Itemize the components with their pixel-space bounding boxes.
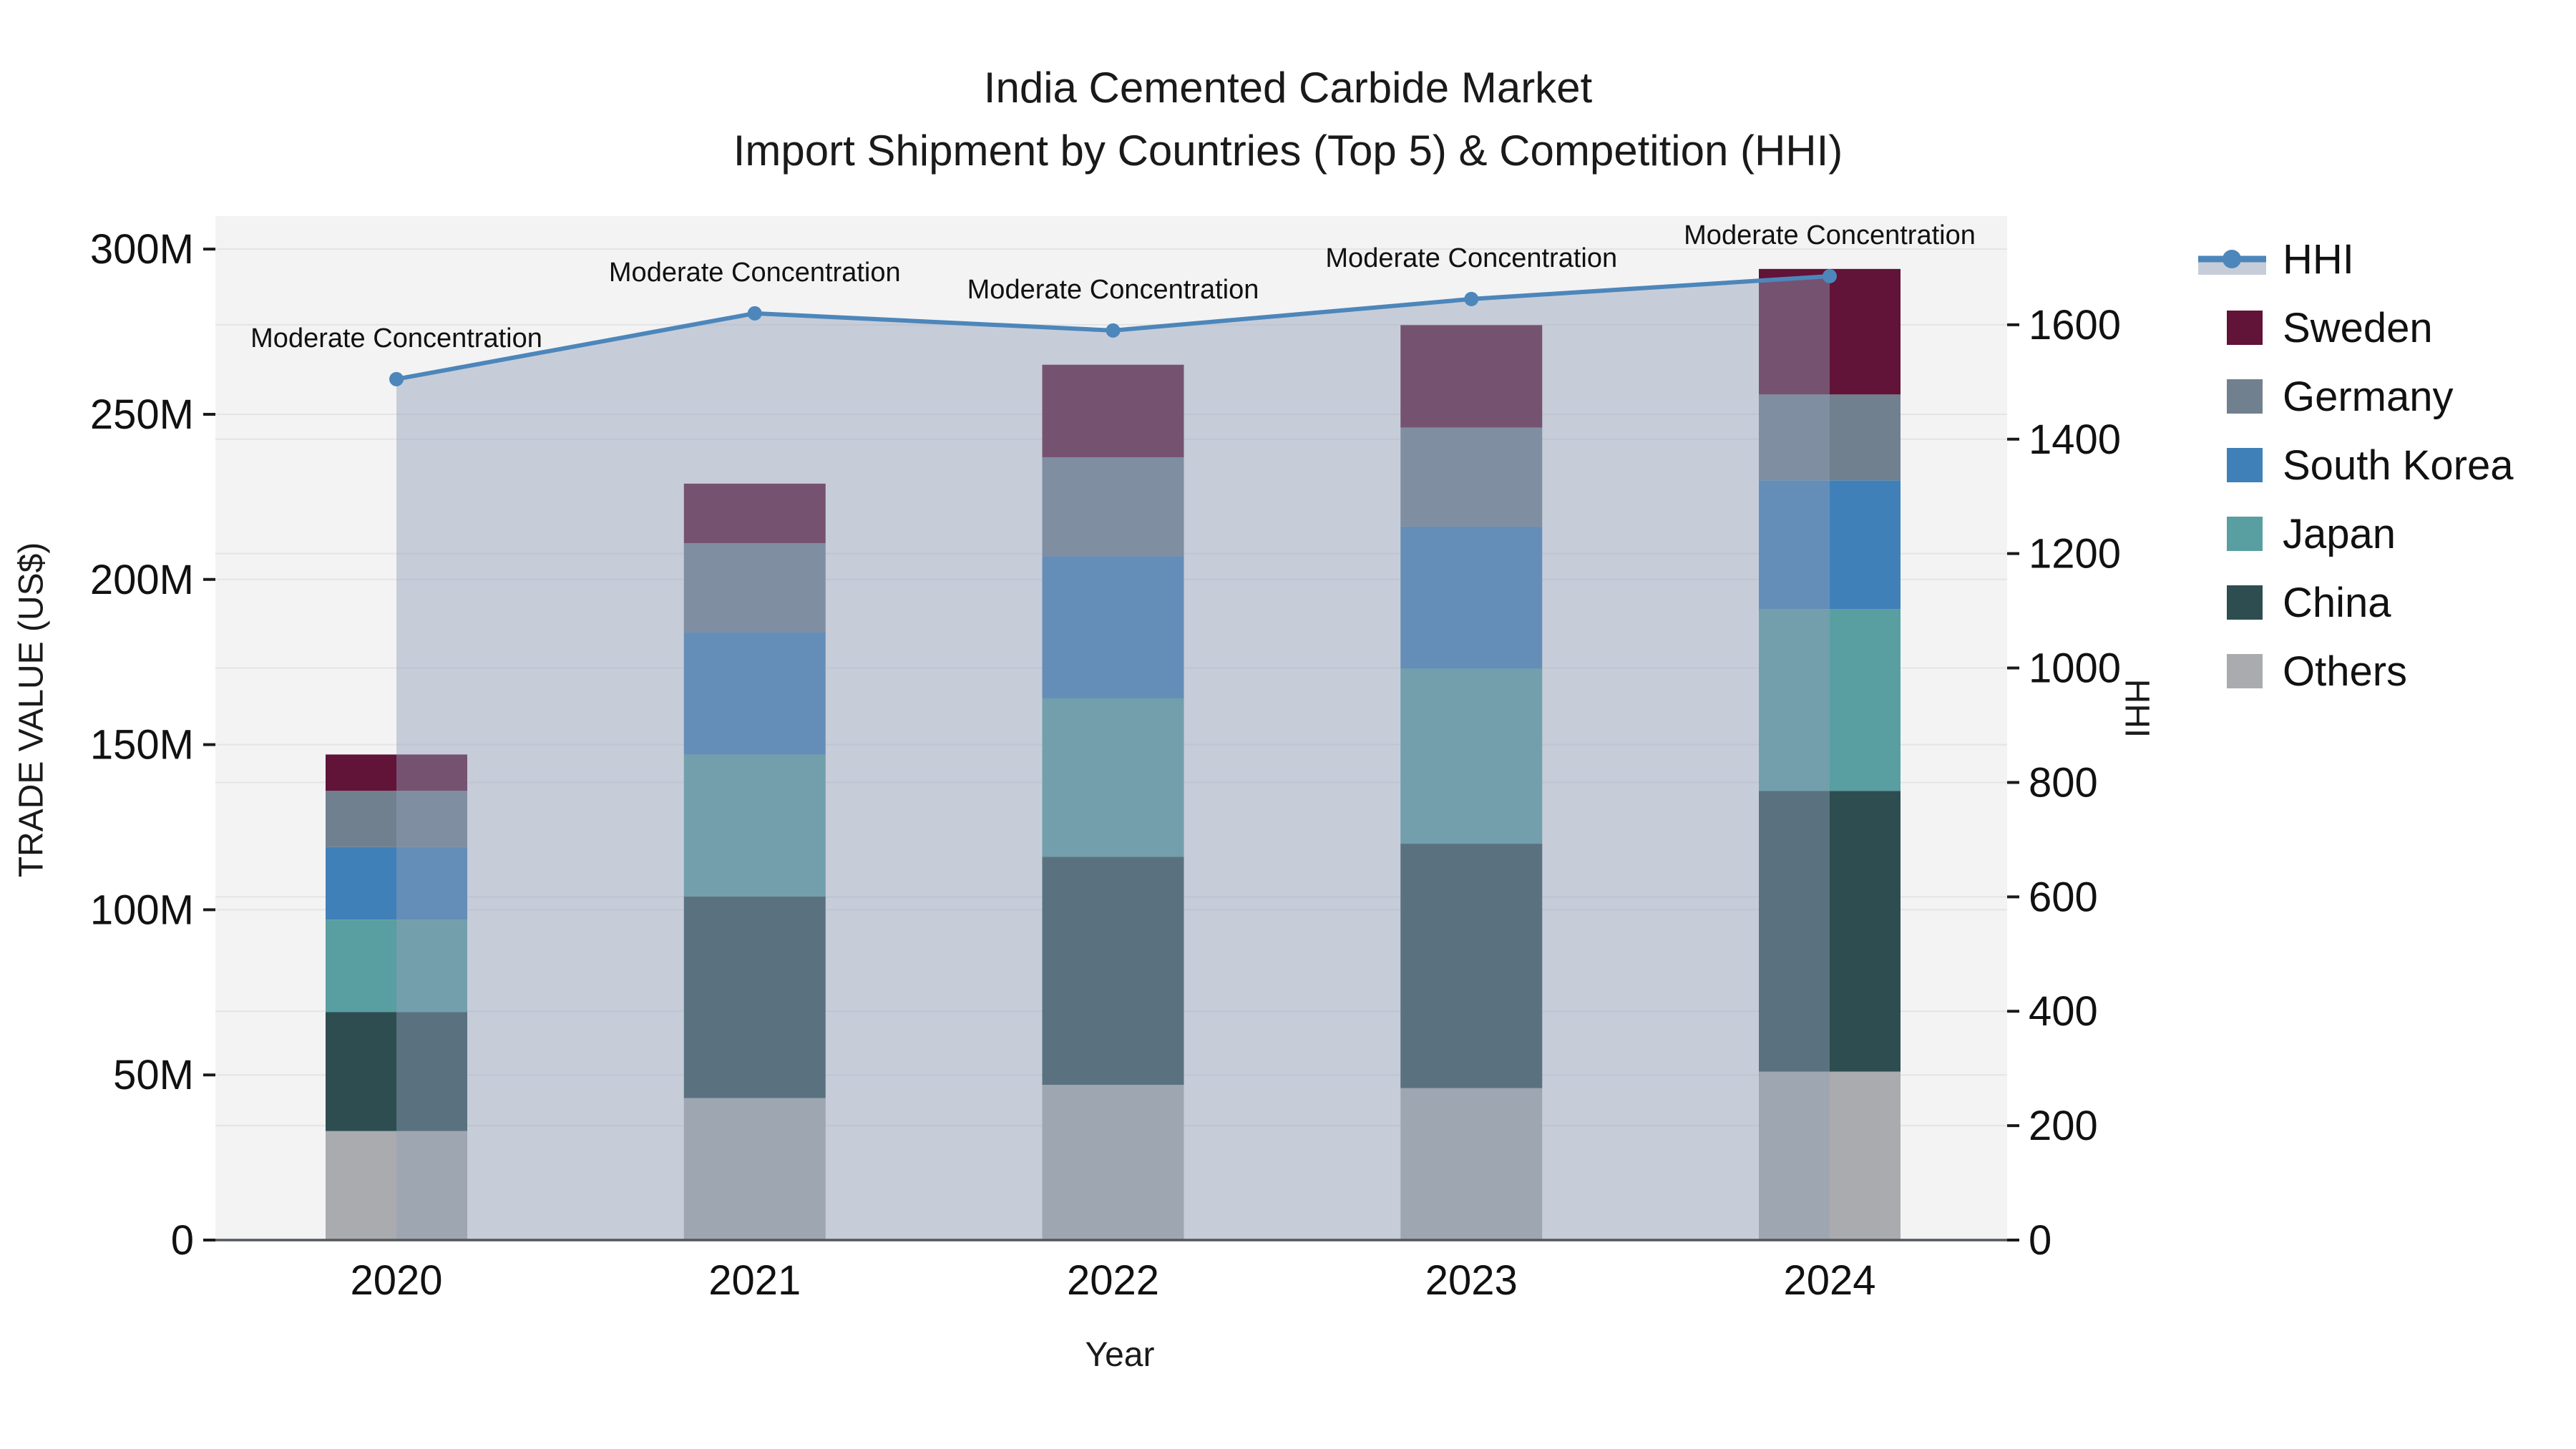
tick-label-x-2021: 2021 (708, 1257, 801, 1304)
legend-item-japan: Japan (2198, 499, 2513, 568)
legend-hhi-line-icon (2198, 250, 2266, 275)
tick-label-right-1600: 1600 (2029, 302, 2121, 348)
annotation-2022: Moderate Concentration (967, 275, 1259, 305)
bar-segment-2024-japan (1759, 609, 1901, 791)
legend-label-others: Others (2283, 648, 2408, 695)
hhi-area-fill (396, 275, 1830, 1240)
tick-label-left-50: 50M (113, 1052, 194, 1098)
tick-label-left-0: 0 (171, 1217, 194, 1264)
tick-label-right-1000: 1000 (2029, 645, 2121, 692)
annotation-2023: Moderate Concentration (1325, 243, 1617, 273)
legend-item-germany: Germany (2198, 362, 2513, 431)
legend-label-hhi: HHI (2283, 235, 2354, 283)
tick-label-right-0: 0 (2029, 1217, 2051, 1264)
annotation-2020: Moderate Concentration (250, 323, 542, 353)
legend-swatch-sweden-icon (2227, 311, 2263, 345)
tick-label-x-2023: 2023 (1425, 1257, 1518, 1304)
chart-title-line1: India Cemented Carbide Market (983, 64, 1593, 112)
bar-segment-2024-sweden (1759, 268, 1901, 395)
bar-segment-2023-japan (1400, 668, 1543, 844)
legend-label-germany: Germany (2283, 373, 2454, 420)
legend-item-hhi: HHI (2198, 225, 2513, 293)
bar-segment-2022-south-korea (1042, 556, 1184, 698)
tick-label-x-2022: 2022 (1067, 1257, 1159, 1304)
bar-segment-2020-china (326, 1012, 467, 1131)
bar-segment-2023-sweden (1400, 325, 1543, 428)
hhi-marker-2021 (747, 306, 762, 321)
legend-label-japan: Japan (2283, 510, 2396, 557)
hhi-marker-2020 (389, 371, 404, 386)
tick-label-x-2020: 2020 (350, 1257, 442, 1304)
x-axis-title: Year (1085, 1336, 1155, 1374)
legend-label-sweden: Sweden (2283, 304, 2433, 351)
legend-swatch-china-icon (2227, 585, 2263, 620)
tick-label-right-600: 600 (2029, 874, 2098, 920)
hhi-marker-2023 (1464, 291, 1479, 306)
bar-segment-2024-others (1759, 1071, 1901, 1240)
legend-item-sweden: Sweden (2198, 293, 2513, 362)
bar-segment-2021-china (683, 896, 826, 1098)
bar-segment-2021-sweden (683, 483, 826, 543)
legend-swatch-germany-icon (2227, 379, 2263, 414)
hhi-marker-2022 (1106, 323, 1121, 338)
legend-label-south-korea: South Korea (2283, 441, 2514, 489)
tick-label-right-400: 400 (2029, 988, 2098, 1035)
legend-item-others: Others (2198, 637, 2513, 706)
tick-label-right-1400: 1400 (2029, 416, 2121, 463)
bar-segment-2022-germany (1042, 457, 1184, 557)
hhi-marker-2024 (1823, 268, 1837, 283)
tick-label-left-300: 300M (90, 226, 194, 273)
annotation-2024: Moderate Concentration (1684, 220, 1976, 250)
bar-segment-2021-south-korea (683, 632, 826, 755)
bar-segment-2020-japan (326, 919, 467, 1013)
bar-segment-2023-china (1400, 844, 1543, 1088)
tick-label-left-250: 250M (90, 391, 194, 438)
tick-label-right-1200: 1200 (2029, 531, 2121, 577)
bar-segment-2023-germany (1400, 427, 1543, 527)
annotation-2021: Moderate Concentration (609, 258, 901, 288)
legend: HHI Sweden Germany South Korea Japan China Oth… (2198, 225, 2513, 706)
bar-segment-2021-germany (683, 542, 826, 633)
bar-segment-2020-sweden (326, 754, 467, 791)
legend-swatch-others-icon (2227, 654, 2263, 688)
chart-title-line2: Import Shipment by Countries (Top 5) & C… (733, 127, 1843, 175)
legend-swatch-south-korea-icon (2227, 448, 2263, 482)
legend-swatch-japan-icon (2227, 517, 2263, 551)
bar-segment-2022-japan (1042, 698, 1184, 857)
bar-segment-2022-china (1042, 857, 1184, 1085)
bar-segment-2023-others (1400, 1088, 1543, 1240)
bar-segment-2024-germany (1759, 394, 1901, 481)
bar-segment-2022-sweden (1042, 364, 1184, 457)
tick-label-right-200: 200 (2029, 1103, 2098, 1149)
tick-label-left-200: 200M (90, 557, 194, 603)
tick-label-left-100: 100M (90, 887, 194, 933)
bar-segment-2023-south-korea (1400, 526, 1543, 669)
bar-segment-2021-japan (683, 754, 826, 897)
bar-segment-2021-others (683, 1098, 826, 1240)
legend-item-south-korea: South Korea (2198, 431, 2513, 499)
tick-label-right-800: 800 (2029, 759, 2098, 806)
bar-segment-2022-others (1042, 1085, 1184, 1240)
bar-segment-2024-china (1759, 791, 1901, 1072)
tick-label-left-150: 150M (90, 722, 194, 769)
legend-label-china: China (2283, 579, 2391, 626)
bar-segment-2020-germany (326, 791, 467, 847)
bar-segment-2020-others (326, 1131, 467, 1240)
legend-item-china: China (2198, 568, 2513, 637)
bar-segment-2024-south-korea (1759, 480, 1901, 610)
bar-segment-2020-south-korea (326, 847, 467, 920)
tick-label-x-2024: 2024 (1783, 1257, 1875, 1304)
